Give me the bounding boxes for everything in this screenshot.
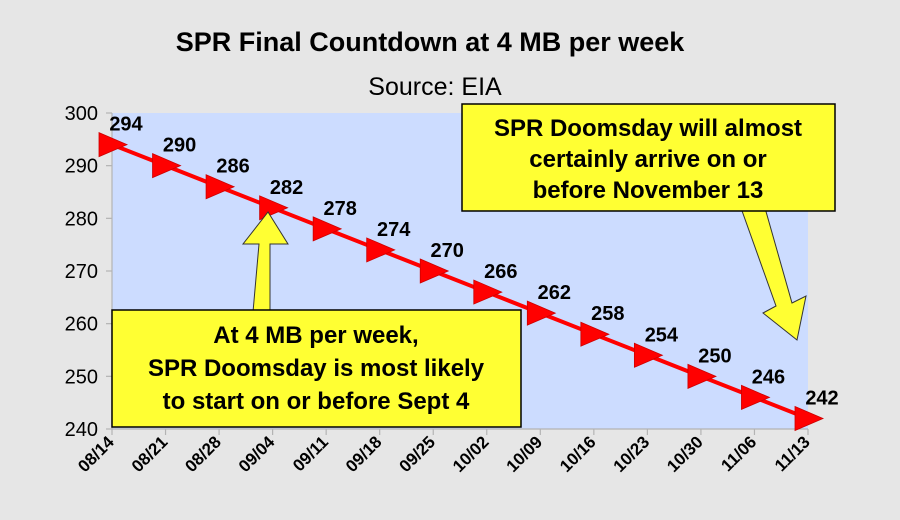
- data-point: [366, 237, 396, 263]
- x-tick-label: 09/25: [396, 432, 440, 476]
- x-tick-label: 11/13: [771, 432, 814, 475]
- x-tick-label: 09/04: [235, 432, 279, 476]
- data-point: [526, 300, 557, 326]
- data-label: 290: [163, 135, 196, 157]
- annotation-line: At 4 MB per week,: [213, 322, 418, 349]
- series-layer: [98, 131, 825, 432]
- x-axis-ticks: 08/14 08/21 08/28 09/04 09/11 09/18 09/25 10/02…: [74, 429, 814, 476]
- y-tick-label: 260: [65, 314, 98, 336]
- data-label: 266: [484, 261, 517, 283]
- data-label: 262: [538, 282, 571, 304]
- data-label: 282: [270, 177, 303, 199]
- data-label: 294: [109, 114, 143, 136]
- data-point: [152, 153, 182, 179]
- chart-subtitle: Source: EIA: [368, 73, 502, 101]
- x-tick-label: 10/16: [556, 432, 600, 476]
- annotation-november: SPR Doomsday will almost certainly arriv…: [461, 103, 836, 212]
- annotation-line: certainly arrive on or: [529, 146, 766, 173]
- x-tick-label: 09/11: [289, 432, 332, 475]
- data-point: [312, 216, 343, 242]
- data-point: [794, 405, 825, 432]
- x-tick-label: 10/02: [449, 432, 493, 476]
- arrow-to-sept04: [241, 211, 289, 313]
- data-label: 242: [805, 387, 838, 409]
- data-label: 246: [752, 366, 785, 388]
- data-labels: 294 290 286 282 278 274 270 266 262 258 254 250 246 2…: [109, 114, 838, 410]
- x-tick-label: 08/21: [128, 432, 172, 476]
- annotations: SPR Doomsday will almost certainly arriv…: [111, 103, 836, 428]
- arrow-to-nov13: [740, 207, 807, 341]
- data-point: [473, 279, 503, 305]
- x-tick-label: 10/23: [610, 432, 654, 476]
- data-label: 258: [591, 303, 624, 325]
- x-tick-label: 10/09: [503, 432, 547, 476]
- y-tick-label: 240: [65, 419, 98, 441]
- annotation-line: SPR Doomsday will almost: [494, 115, 802, 142]
- annotation-box: [461, 103, 836, 212]
- data-point: [205, 174, 236, 200]
- data-point: [633, 342, 664, 368]
- data-point: [98, 131, 129, 158]
- annotation-september: At 4 MB per week, SPR Doomsday is most l…: [111, 309, 522, 428]
- data-point: [687, 363, 717, 389]
- annotation-box: [111, 309, 522, 428]
- y-axis-ticks: 240 250 260 270 280 290 300: [65, 103, 112, 441]
- data-point: [419, 258, 450, 284]
- data-point: [580, 321, 610, 347]
- annotation-line: SPR Doomsday is most likely: [148, 355, 485, 382]
- chart-title: SPR Final Countdown at 4 MB per week: [176, 27, 686, 57]
- annotation-line: to start on or before Sept 4: [163, 388, 470, 415]
- y-tick-label: 250: [65, 366, 98, 388]
- data-label: 254: [645, 324, 679, 346]
- data-label: 286: [216, 156, 249, 178]
- data-point: [741, 384, 771, 411]
- data-label: 250: [698, 345, 731, 367]
- data-label: 270: [431, 240, 464, 262]
- y-tick-label: 300: [65, 103, 98, 125]
- data-label: 278: [323, 198, 356, 220]
- y-tick-label: 280: [65, 208, 98, 230]
- x-tick-label: 11/06: [717, 432, 760, 475]
- y-tick-label: 290: [65, 156, 98, 178]
- annotation-line: before November 13: [533, 177, 764, 204]
- data-label: 274: [377, 219, 411, 241]
- y-tick-label: 270: [65, 261, 98, 283]
- x-tick-label: 10/30: [663, 432, 707, 476]
- x-tick-label: 09/18: [342, 432, 386, 476]
- x-tick-label: 08/28: [181, 432, 225, 476]
